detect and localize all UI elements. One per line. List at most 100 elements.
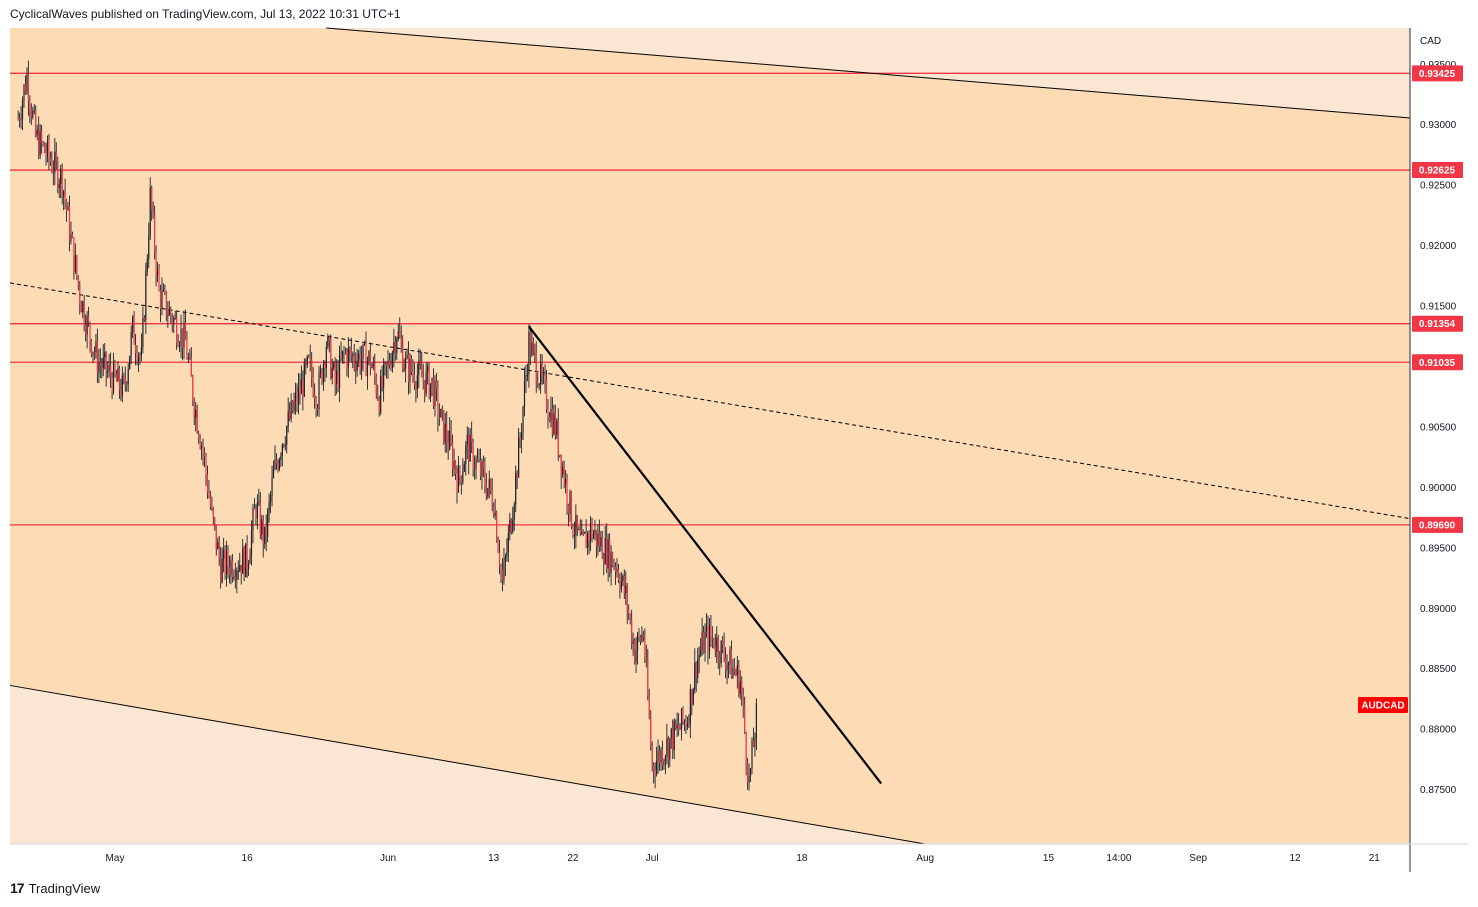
- candle-body: [551, 409, 553, 434]
- candle-body: [363, 343, 366, 345]
- candle-body: [497, 540, 499, 553]
- candle-body: [520, 433, 523, 440]
- candle-body: [519, 437, 521, 440]
- candle-body: [161, 290, 163, 309]
- candle-body: [689, 689, 691, 725]
- brand-footer[interactable]: 17 TradingView: [10, 880, 100, 896]
- candle-body: [446, 423, 448, 443]
- candle-body: [678, 724, 680, 730]
- candle-body: [268, 501, 270, 511]
- candle-body: [54, 151, 56, 173]
- candle-body: [162, 289, 165, 291]
- candle-body: [224, 549, 226, 575]
- candle-body: [647, 660, 649, 696]
- candle-body: [504, 556, 507, 562]
- candle-body: [509, 519, 511, 533]
- price-tick-label: 0.93500: [1420, 60, 1457, 71]
- candle-body: [741, 681, 743, 695]
- candle-body: [108, 365, 110, 371]
- candle-body: [444, 423, 446, 443]
- candle-body: [410, 358, 413, 372]
- candle-body: [532, 342, 534, 347]
- candle-body: [456, 473, 458, 492]
- candle-body: [429, 383, 432, 398]
- candle-body: [686, 723, 689, 727]
- candle-body: [281, 444, 283, 457]
- candle-body: [180, 328, 182, 346]
- candle-body: [293, 402, 295, 412]
- candle-body: [576, 515, 578, 530]
- candle-body: [606, 537, 608, 569]
- candle-body: [242, 548, 244, 574]
- candle-body: [702, 631, 705, 653]
- candle-body: [372, 363, 374, 367]
- candle-body: [476, 458, 479, 461]
- candle-body: [582, 531, 584, 534]
- candle-body: [550, 409, 552, 422]
- candle-body: [306, 356, 308, 365]
- candle-body: [531, 342, 533, 356]
- time-tick-label: Jun: [380, 853, 396, 864]
- candle-body: [479, 459, 482, 477]
- candle-body: [139, 355, 141, 357]
- candle-body: [748, 776, 750, 783]
- candle-body: [123, 375, 125, 380]
- candle-body: [309, 356, 311, 360]
- price-tick-label: 0.89500: [1420, 543, 1457, 554]
- candle-body: [559, 454, 561, 456]
- candle-body: [61, 168, 63, 196]
- candle-body: [247, 563, 250, 570]
- candle-body: [250, 530, 253, 556]
- price-tick-label: 0.88500: [1420, 664, 1457, 675]
- candle-body: [541, 363, 543, 377]
- candle-body: [291, 400, 294, 412]
- candle-body: [554, 413, 556, 436]
- candle-body: [20, 118, 22, 121]
- candle-body: [312, 377, 314, 396]
- symbol-tag: AUDCAD: [1358, 696, 1408, 713]
- candle-body: [471, 434, 473, 443]
- candle-body: [544, 374, 546, 380]
- candle-body: [589, 522, 592, 541]
- candle-body: [653, 764, 655, 771]
- candle-body: [303, 362, 305, 397]
- candle-body: [67, 205, 69, 211]
- descending-trendline[interactable]: [528, 325, 883, 785]
- candle-body: [35, 110, 37, 136]
- candle-body: [449, 430, 451, 450]
- price-tick-label: 0.89000: [1420, 604, 1457, 615]
- candle-body: [525, 375, 527, 382]
- candle-body: [592, 534, 595, 539]
- candle-body: [481, 461, 483, 477]
- candle-body: [418, 360, 420, 376]
- time-tick-label: 16: [242, 853, 254, 864]
- candle-body: [57, 161, 59, 189]
- candle-body: [503, 561, 505, 582]
- candle-body: [319, 369, 322, 375]
- candle-body: [218, 542, 220, 558]
- candle-body: [83, 301, 85, 326]
- candle-body: [680, 708, 683, 729]
- candle-body: [130, 332, 132, 357]
- candle-body: [472, 442, 474, 470]
- candle-body: [65, 200, 68, 211]
- candle-body: [259, 501, 261, 535]
- candle-body: [249, 555, 251, 564]
- candle-body: [133, 316, 135, 345]
- candle-body: [193, 401, 195, 418]
- candle-body: [459, 467, 461, 477]
- candle-body: [52, 171, 54, 173]
- candle-body: [300, 379, 303, 395]
- candle-body: [202, 446, 204, 453]
- candle-body: [749, 768, 752, 777]
- candle-body: [603, 558, 605, 564]
- candle-body: [462, 471, 464, 483]
- candle-body: [26, 74, 28, 93]
- candle-body: [564, 478, 567, 484]
- candle-body: [437, 388, 439, 418]
- candle-body: [42, 142, 44, 144]
- level-price-box: [1412, 354, 1463, 371]
- candle-body: [424, 379, 426, 394]
- level-price-label: 0.91035: [1419, 358, 1456, 369]
